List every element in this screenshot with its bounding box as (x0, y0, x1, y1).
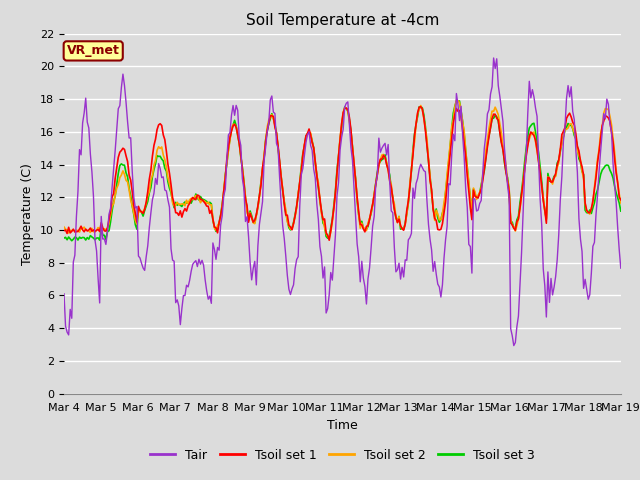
Y-axis label: Temperature (C): Temperature (C) (22, 163, 35, 264)
Legend: Tair, Tsoil set 1, Tsoil set 2, Tsoil set 3: Tair, Tsoil set 1, Tsoil set 2, Tsoil se… (145, 444, 540, 467)
Title: Soil Temperature at -4cm: Soil Temperature at -4cm (246, 13, 439, 28)
Text: VR_met: VR_met (67, 44, 120, 58)
X-axis label: Time: Time (327, 419, 358, 432)
